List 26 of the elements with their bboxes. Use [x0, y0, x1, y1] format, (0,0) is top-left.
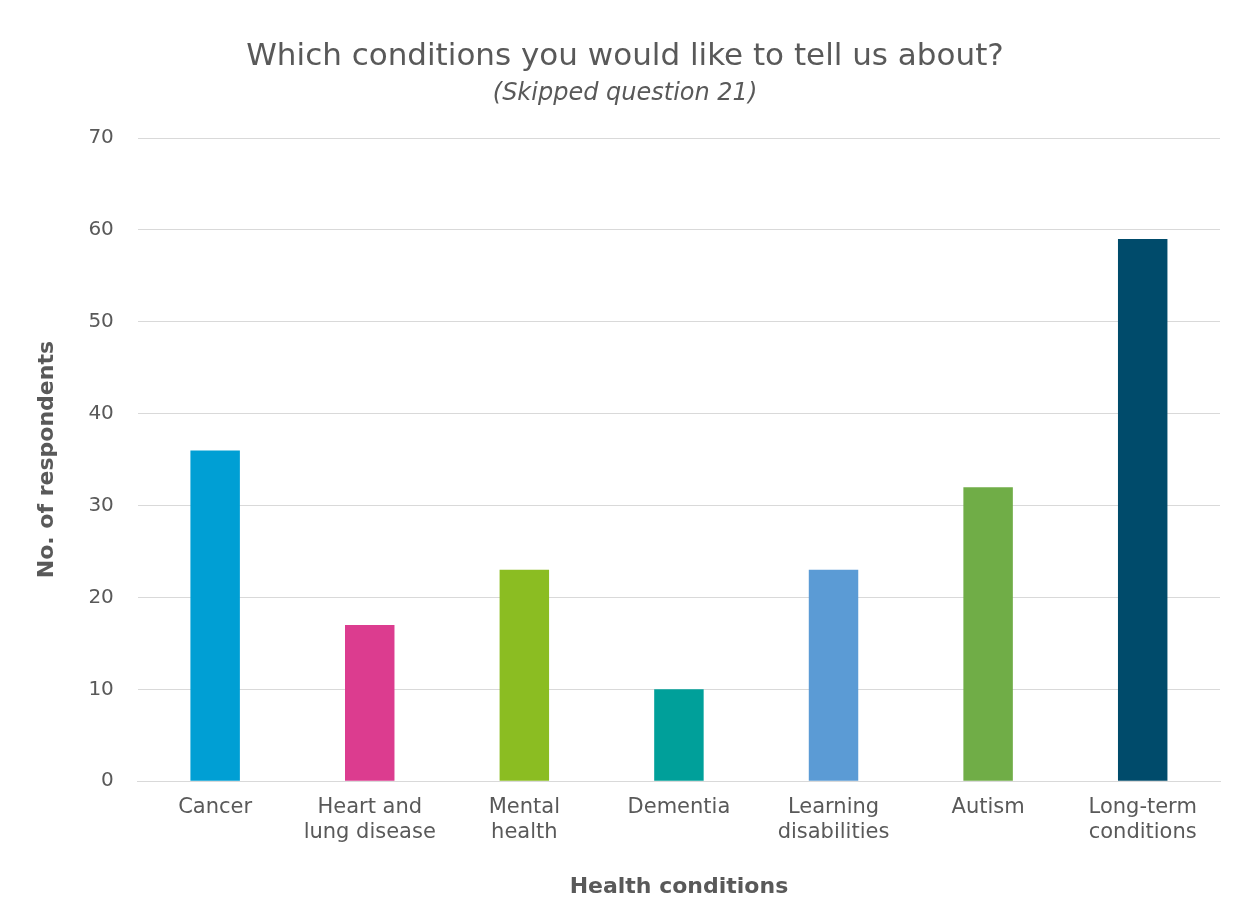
x-tick-label: Learning disabilities [777, 794, 890, 844]
bar [1117, 239, 1168, 781]
bar [499, 569, 550, 781]
y-tick-label: 10 [88, 675, 114, 700]
chart-subtitle: (Skipped question 21) [492, 77, 758, 106]
y-tick-label: 20 [88, 583, 114, 608]
y-tick-label: 60 [88, 216, 114, 241]
y-tick-label: 70 [88, 124, 114, 149]
y-tick-label: 40 [88, 399, 114, 424]
x-tick-label: Autism [951, 794, 1025, 819]
x-tick-label: Cancer [178, 794, 253, 819]
y-axis-title: No. of respondents [32, 340, 58, 579]
y-tick-label: 50 [88, 307, 114, 332]
x-axis-title: Health conditions [569, 872, 789, 898]
bar [963, 487, 1013, 781]
bar [190, 450, 240, 781]
bar [808, 569, 859, 781]
x-tick-label: Long-term conditions [1088, 794, 1197, 844]
y-tick-label: 30 [88, 491, 114, 516]
x-tick-label: Dementia [627, 794, 731, 819]
x-tick-label: Heart and lung disease [303, 794, 436, 844]
bar [345, 624, 395, 781]
x-tick-label: Mental health [488, 794, 560, 844]
chart-title: Which conditions you would like to tell us about? [246, 35, 1004, 72]
y-tick-label: 0 [101, 767, 114, 792]
bar [654, 689, 704, 781]
